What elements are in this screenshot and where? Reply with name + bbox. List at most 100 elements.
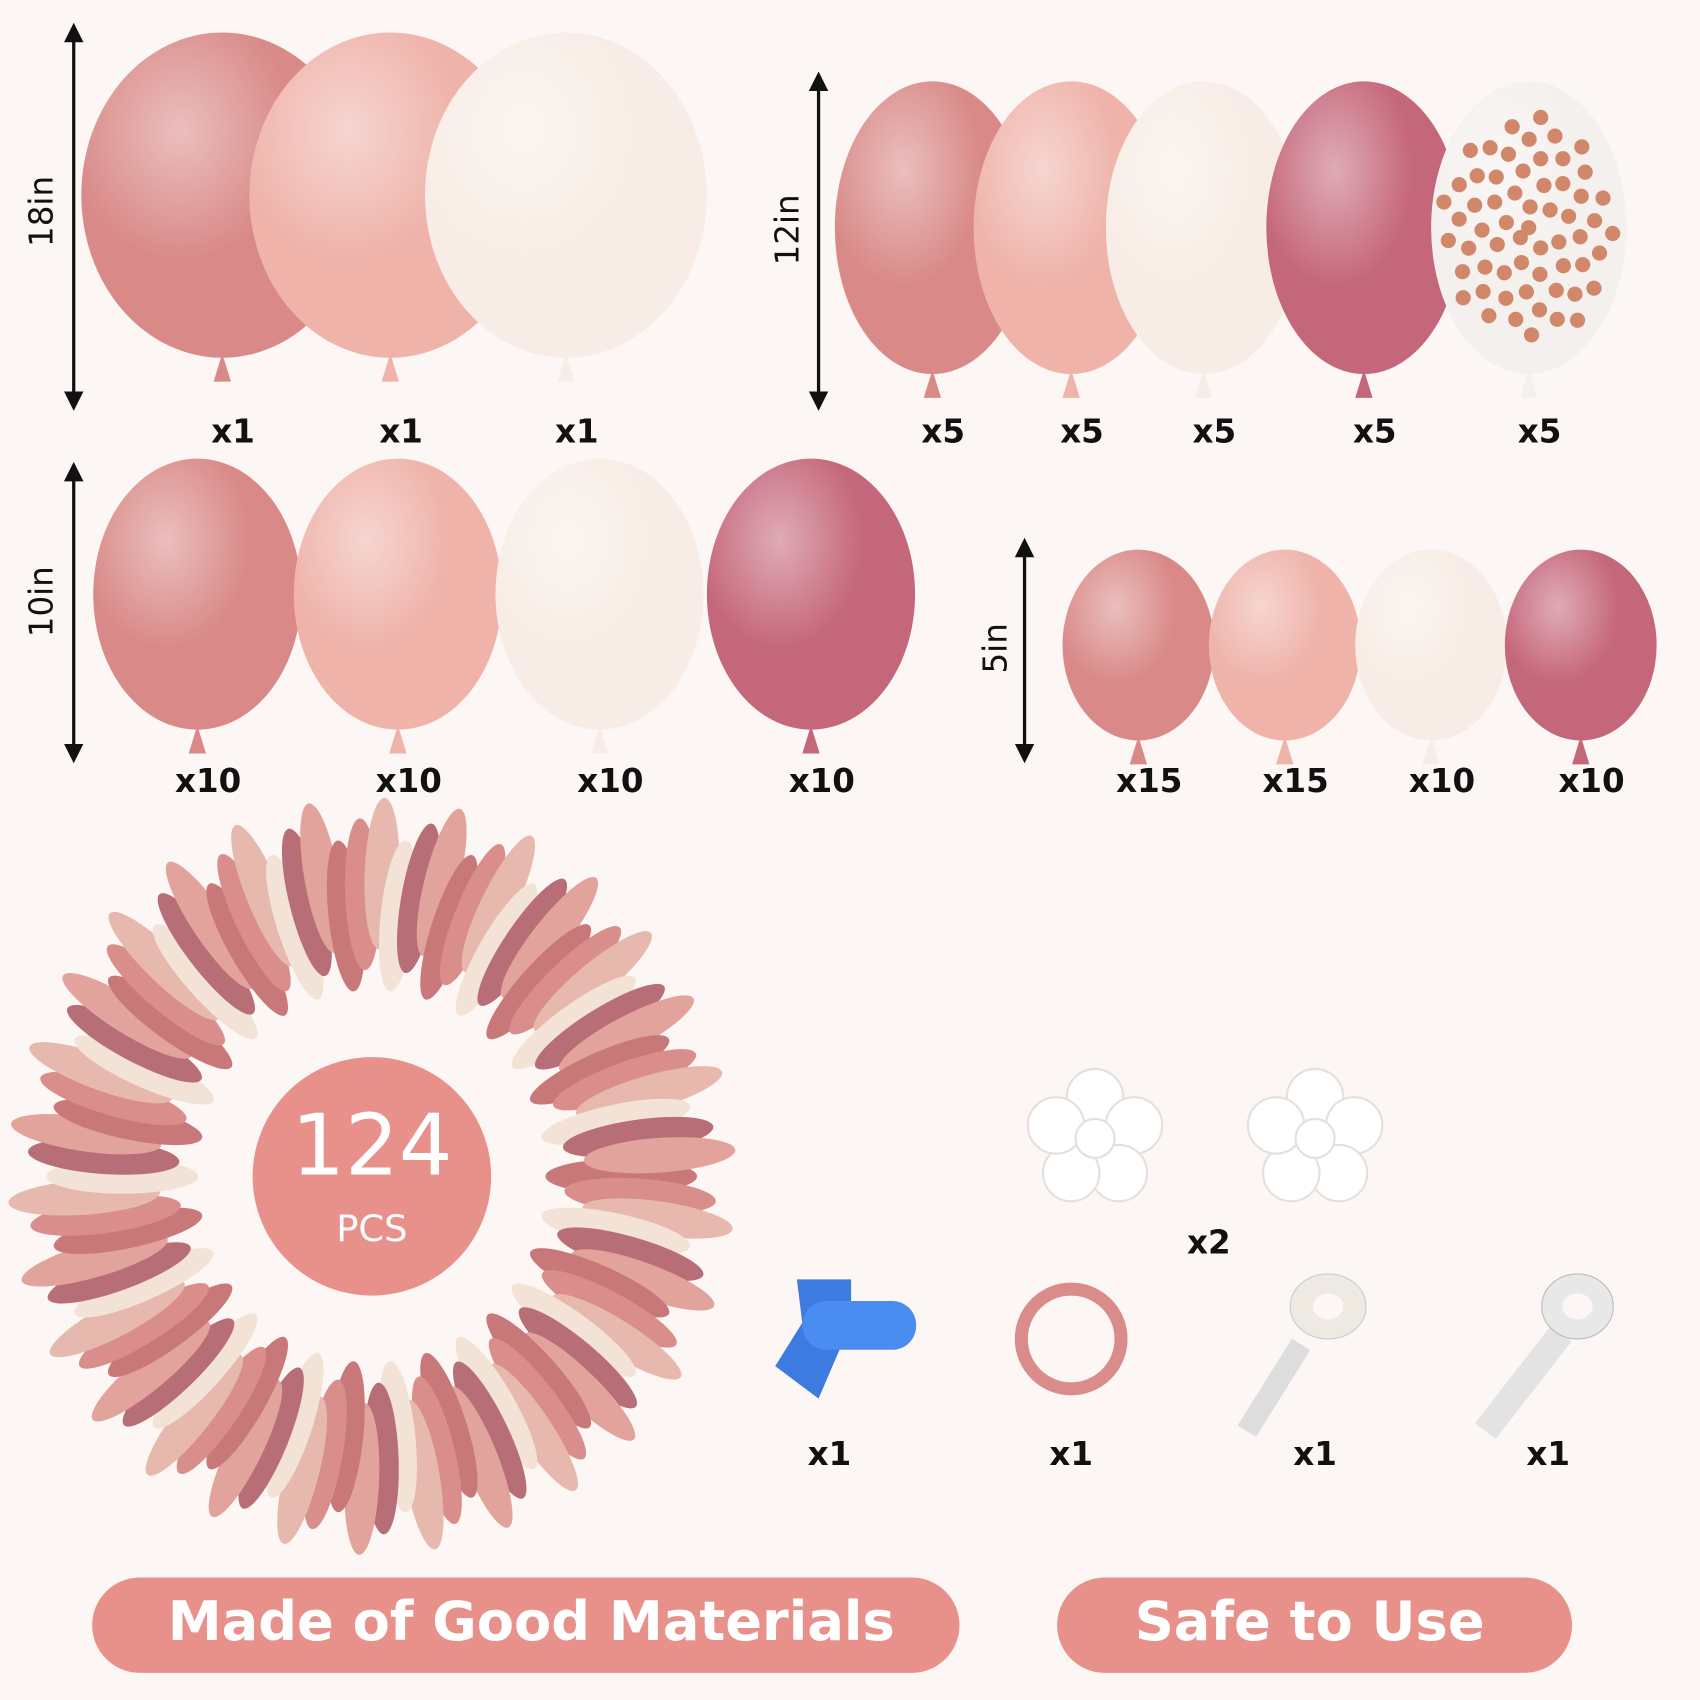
confetti [1521,220,1537,236]
deflated-balloon [206,1336,289,1470]
deflated-balloon [53,1098,203,1146]
balloon-knot [923,369,942,398]
balloon-knot [557,353,575,382]
deflated-balloon [176,1346,267,1475]
confetti [1548,282,1564,298]
ribbon [1014,1282,1128,1396]
deflated-balloon [238,1367,304,1509]
balloon-shine [495,458,704,730]
deflated-balloon [488,1338,587,1460]
confetti [1489,236,1505,253]
deflated-balloon [303,1379,347,1530]
balloon-shine [834,81,1030,375]
confetti [1549,311,1565,327]
balloon-shine [1062,549,1215,741]
balloon-shine [1208,549,1361,741]
deflated-balloon [122,1318,235,1427]
confetti [1569,312,1586,328]
deflated-balloon [74,1035,214,1105]
deflated-balloon [557,1227,704,1281]
deflated-balloon [106,944,226,1046]
deflated-balloon [486,924,592,1040]
confetti [1547,128,1563,144]
confetti [1532,266,1548,282]
confetti [1605,225,1621,242]
deflated-balloon [29,1042,173,1104]
confetti [1498,214,1514,231]
balloon-shine [425,32,707,358]
size-label: 12in [768,194,806,265]
balloon-knot [1194,369,1213,398]
balloon-wreath [8,797,736,1555]
confetti [1555,151,1571,167]
confetti [1523,327,1540,343]
badge-text: Safe to Use [1135,1590,1485,1653]
quantity: x5 [921,413,965,451]
deflated-balloon [145,1354,244,1476]
total-unit: PCS [336,1207,407,1250]
confetti [1531,302,1548,318]
quantity: x1 [211,413,255,451]
confetti [1504,119,1520,135]
confetti [1440,232,1456,249]
confetti [1475,284,1491,300]
deflated-balloon [152,1313,258,1429]
confetti [1555,176,1571,192]
deflated-balloon [412,1376,462,1525]
confetti [1461,240,1477,256]
confetti [1577,164,1593,180]
balloon-shine [1105,81,1302,375]
quantity: x5 [1060,413,1104,451]
deflated-balloon [396,823,441,974]
balloon-shine [1266,81,1462,375]
confetti [1572,229,1588,245]
confetti [1518,284,1534,300]
deflated-balloon [208,1379,283,1518]
quantity: x15 [1116,762,1182,800]
confetti [1591,245,1608,261]
confetti [1521,131,1537,147]
balloon-shine [293,458,502,730]
confetti [1561,208,1577,224]
confetti [1451,177,1467,193]
balloon-knot [188,725,206,754]
confetti [1573,188,1589,204]
confetti [1595,190,1611,206]
deflated-balloon [509,926,622,1035]
deflated-balloon [217,853,291,992]
deflated-balloon [529,1248,670,1318]
deflated-balloon [78,1283,209,1369]
deflated-balloon [461,835,536,973]
deflated-balloon [552,1049,697,1111]
balloon-knot [389,725,407,754]
balloon-knot [1062,369,1080,398]
deflated-balloon [541,1270,677,1348]
deflated-balloon [455,883,538,1016]
confetti [1454,264,1471,280]
balloon-shine [1355,549,1508,741]
deflated-balloon [266,1352,324,1498]
deflated-balloon [583,1137,736,1174]
quantity: x10 [175,762,241,800]
quantity: x10 [1558,762,1624,800]
deflated-balloon [47,1242,191,1304]
confetti [1512,230,1528,246]
balloon-shine [706,458,916,730]
deflated-balloon [439,843,506,986]
balloon-knot [590,725,609,754]
deflated-balloon [477,878,568,1006]
size-label: 10in [22,566,60,637]
balloon-shine [93,458,302,730]
quantity: x10 [789,762,855,800]
quantity: x1 [555,413,599,451]
balloon-shine [1504,549,1657,741]
tool-quantity: x1 [1526,1435,1570,1473]
deflated-balloon [571,1249,715,1311]
confetti [1567,286,1583,302]
confetti [1488,169,1504,185]
quantity: x5 [1192,413,1236,451]
deflated-balloon [62,973,193,1059]
balloon-knot [802,725,820,754]
confetti [1487,194,1503,210]
